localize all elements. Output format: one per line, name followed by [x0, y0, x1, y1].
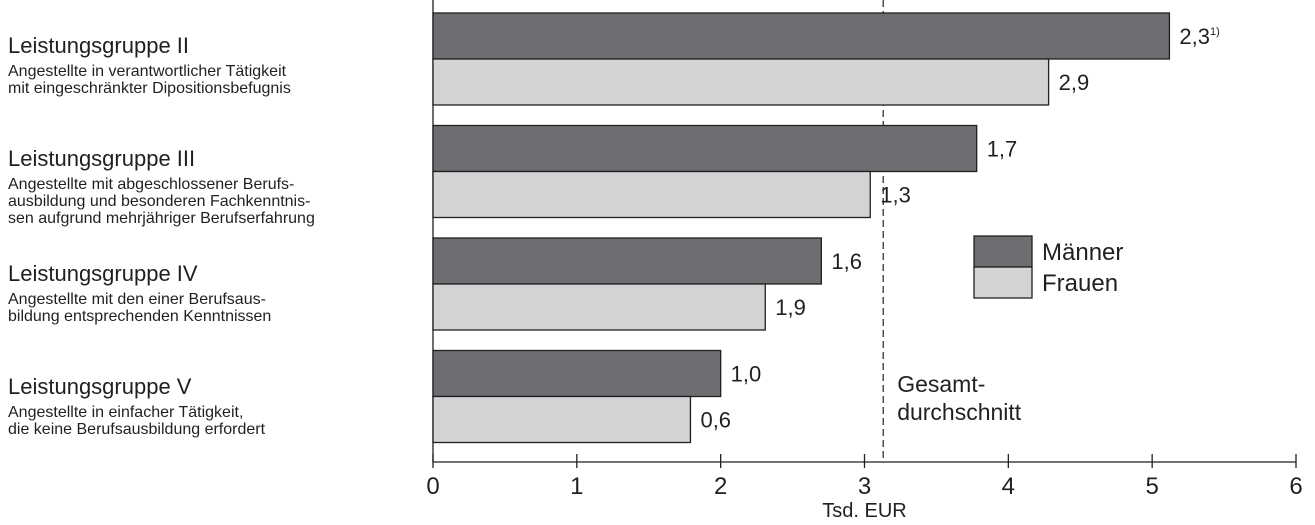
- data-label: 2,9: [1059, 70, 1090, 95]
- bar-frauen: [432, 58, 1050, 106]
- category-title: Leistungsgruppe V: [8, 374, 192, 399]
- footnote-marker: 1): [1210, 26, 1220, 38]
- bar-frauen: [432, 283, 766, 331]
- category-description: Angestellte in einfacher Tätigkeit, die …: [8, 404, 266, 438]
- bar-frauen: [432, 395, 692, 444]
- legend-swatch-frauen: [973, 266, 1033, 299]
- x-tick-label: 4: [1002, 473, 1015, 500]
- bar-maenner: [432, 12, 1171, 60]
- data-label: 0,6: [700, 408, 731, 433]
- category-description: Angestellte mit den einer Berufsaus- bil…: [8, 291, 272, 325]
- x-tick-label: 1: [570, 473, 583, 500]
- data-label: 1,3: [880, 183, 911, 208]
- legend-label: Männer: [1042, 239, 1123, 266]
- bar-maenner: [432, 124, 978, 173]
- reference-label: durchschnitt: [897, 399, 1022, 425]
- bar-maenner: [432, 237, 823, 285]
- reference-label: Gesamt-: [897, 371, 985, 397]
- category-title: Leistungsgruppe IV: [8, 261, 198, 286]
- x-tick-label: 5: [1145, 473, 1158, 500]
- data-label: 1,9: [775, 295, 806, 320]
- x-tick-label: 6: [1289, 473, 1302, 500]
- data-label: 1,6: [831, 249, 862, 274]
- data-label: 1,7: [987, 137, 1018, 162]
- category-title: Leistungsgruppe III: [8, 146, 196, 171]
- data-label: 2,31): [1179, 24, 1219, 49]
- data-label: 1,0: [731, 362, 762, 387]
- category-description: Angestellte mit abgeschlossener Berufs- …: [8, 176, 315, 227]
- x-axis-title: Tsd. EUR: [822, 500, 906, 522]
- legend-label: Frauen: [1042, 270, 1118, 297]
- category-description: Angestellte in verantwortlicher Tätigkei…: [8, 63, 291, 97]
- legend-swatch-maenner: [973, 235, 1033, 268]
- category-title: Leistungsgruppe II: [8, 33, 190, 58]
- x-tick-label: 2: [714, 473, 727, 500]
- bar-maenner: [432, 349, 722, 398]
- x-tick-label: 0: [426, 473, 439, 500]
- bar-frauen: [432, 170, 871, 219]
- x-tick-label: 3: [858, 473, 871, 500]
